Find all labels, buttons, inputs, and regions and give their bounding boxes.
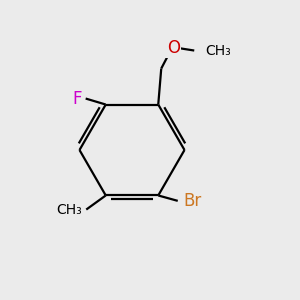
Text: F: F [72,89,82,107]
Text: Br: Br [184,193,202,211]
Text: O: O [167,38,180,56]
Text: CH₃: CH₃ [56,203,82,218]
Text: CH₃: CH₃ [205,44,230,58]
